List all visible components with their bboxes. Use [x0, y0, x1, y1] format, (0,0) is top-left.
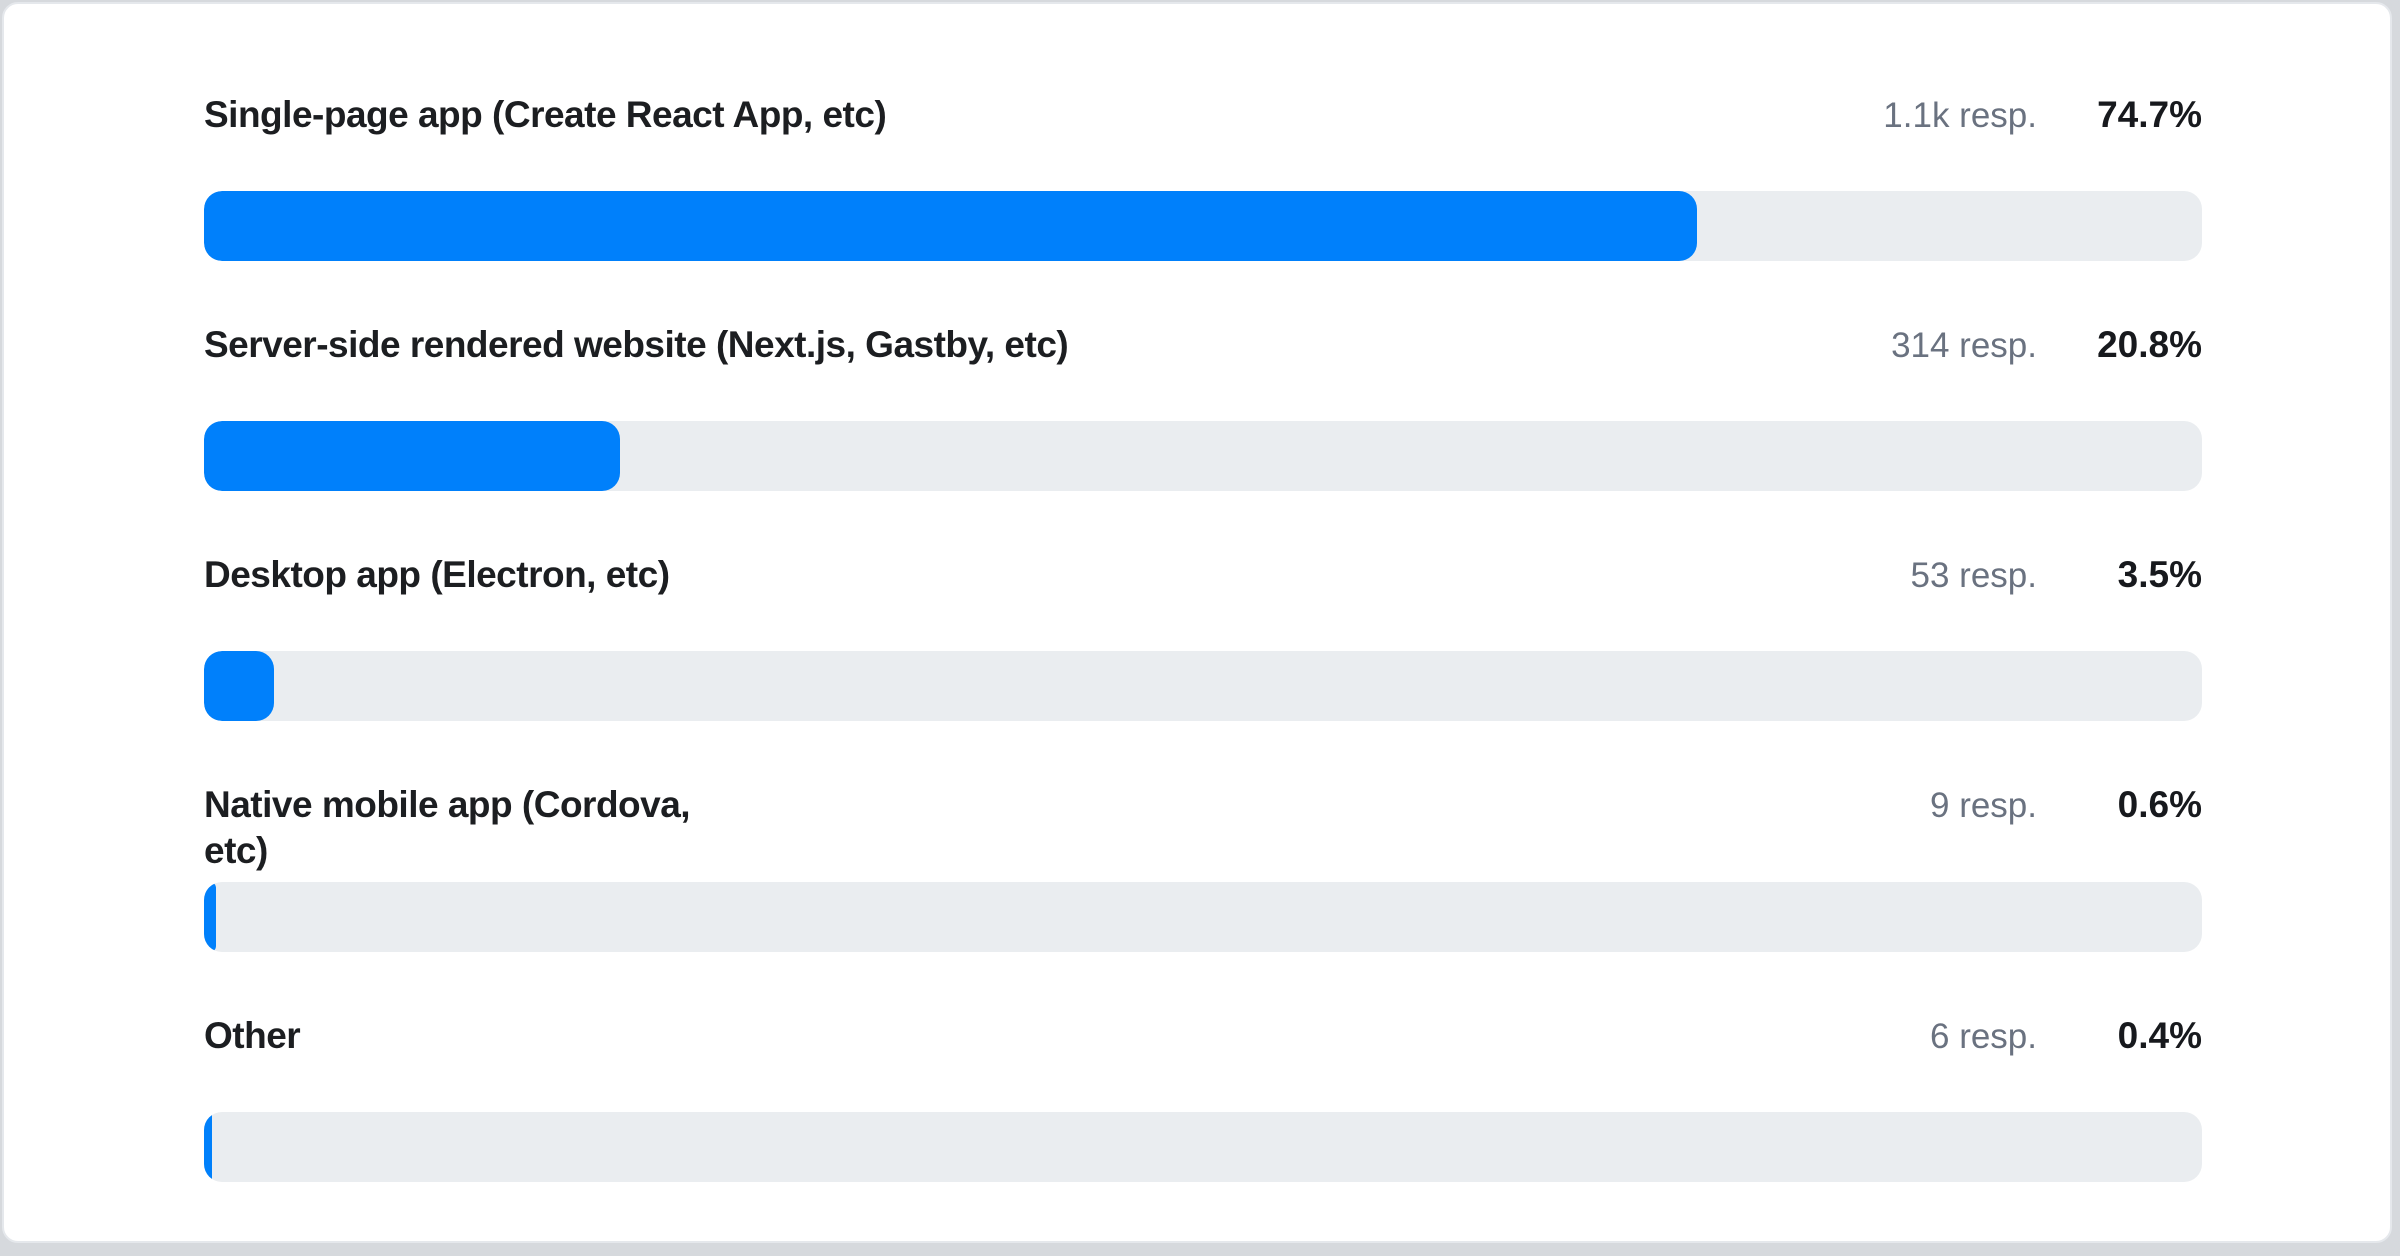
bar-track — [204, 1112, 2202, 1182]
row-header: Desktop app (Electron, etc) 53 resp. 3.5… — [204, 552, 2202, 598]
row-header: Server-side rendered website (Next.js, G… — [204, 322, 2202, 368]
answer-label: Single-page app (Create React App, etc) — [204, 94, 887, 135]
result-row: Native mobile app (Cordova, etc) 9 resp.… — [204, 782, 2202, 952]
row-stats: 6 resp. 0.4% — [1930, 1015, 2202, 1057]
percent-value: 20.8% — [2097, 324, 2202, 365]
response-count: 314 resp. — [1891, 326, 2037, 365]
response-count: 1.1k resp. — [1883, 96, 2037, 135]
bar-track — [204, 651, 2202, 721]
row-stats: 314 resp. 20.8% — [1891, 324, 2202, 366]
bar-fill — [204, 421, 620, 491]
answer-label: Server-side rendered website (Next.js, G… — [204, 324, 1069, 365]
response-count: 6 resp. — [1930, 1017, 2037, 1056]
result-row: Other 6 resp. 0.4% — [204, 1013, 2202, 1182]
percent-value: 0.4% — [2117, 1015, 2202, 1056]
answer-label: Other — [204, 1015, 301, 1056]
bar-track — [204, 421, 2202, 491]
result-row: Server-side rendered website (Next.js, G… — [204, 322, 2202, 491]
row-header: Other 6 resp. 0.4% — [204, 1013, 2202, 1059]
poll-results-list: Single-page app (Create React App, etc) … — [204, 92, 2202, 1243]
percent-value: 0.6% — [2117, 784, 2202, 825]
response-count: 9 resp. — [1930, 786, 2037, 825]
row-header: Single-page app (Create React App, etc) … — [204, 92, 2202, 138]
result-row: Desktop app (Electron, etc) 53 resp. 3.5… — [204, 552, 2202, 721]
answer-label: Native mobile app (Cordova, etc) — [204, 784, 691, 871]
bar-fill — [204, 1112, 212, 1182]
answer-label: Desktop app (Electron, etc) — [204, 554, 670, 595]
row-stats: 1.1k resp. 74.7% — [1883, 94, 2202, 136]
bar-fill — [204, 882, 216, 952]
bar-fill — [204, 651, 274, 721]
result-row: Single-page app (Create React App, etc) … — [204, 92, 2202, 261]
bar-track — [204, 882, 2202, 952]
response-count: 53 resp. — [1910, 556, 2037, 595]
row-header: Native mobile app (Cordova, etc) 9 resp.… — [204, 782, 2202, 874]
row-stats: 53 resp. 3.5% — [1911, 554, 2202, 596]
bar-track — [204, 191, 2202, 261]
bar-fill — [204, 191, 1697, 261]
percent-value: 3.5% — [2117, 554, 2202, 595]
percent-value: 74.7% — [2097, 94, 2202, 135]
row-stats: 9 resp. 0.6% — [1930, 784, 2202, 826]
